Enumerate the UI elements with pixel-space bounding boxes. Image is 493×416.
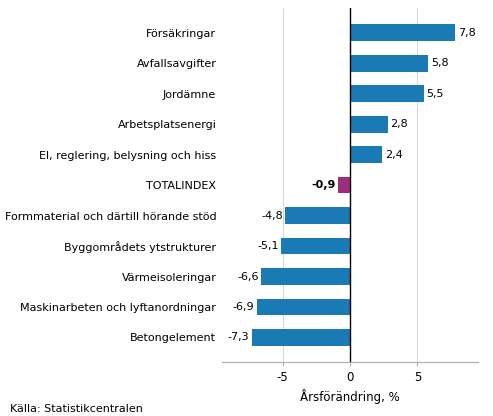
Text: 2,4: 2,4 xyxy=(385,150,403,160)
Bar xyxy=(257,299,350,315)
Text: -6,6: -6,6 xyxy=(237,272,258,282)
Text: -4,8: -4,8 xyxy=(261,210,283,220)
Bar xyxy=(338,177,350,193)
Text: 5,5: 5,5 xyxy=(426,89,444,99)
Text: -5,1: -5,1 xyxy=(257,241,279,251)
Text: 5,8: 5,8 xyxy=(431,58,448,68)
Text: 7,8: 7,8 xyxy=(458,28,475,38)
Text: Källa: Statistikcentralen: Källa: Statistikcentralen xyxy=(10,404,143,414)
Text: -0,9: -0,9 xyxy=(311,180,335,190)
Bar xyxy=(281,238,350,255)
Bar xyxy=(350,85,424,102)
Bar xyxy=(350,25,455,41)
Text: 2,8: 2,8 xyxy=(390,119,408,129)
Bar xyxy=(261,268,350,285)
Text: -6,9: -6,9 xyxy=(233,302,254,312)
Bar xyxy=(251,329,350,346)
Bar xyxy=(350,146,383,163)
Bar xyxy=(350,55,428,72)
X-axis label: Årsförändring, %: Årsförändring, % xyxy=(300,389,400,404)
Bar xyxy=(285,207,350,224)
Text: -7,3: -7,3 xyxy=(227,332,249,342)
Bar xyxy=(350,116,388,133)
